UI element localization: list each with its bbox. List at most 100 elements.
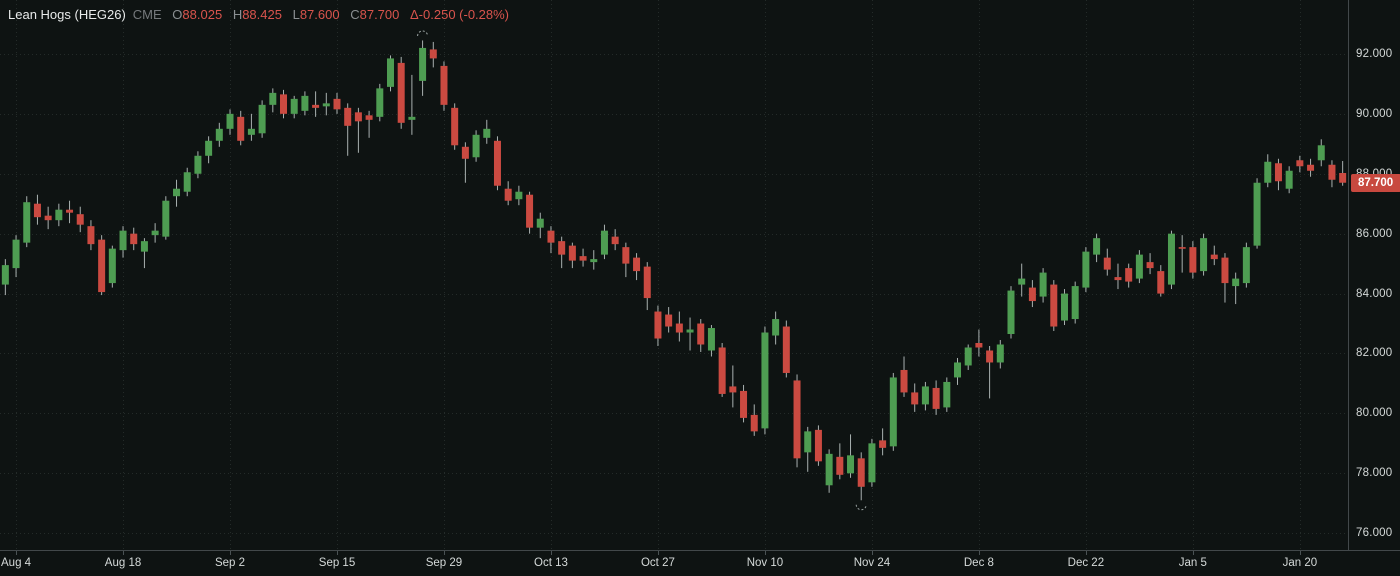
candle-body-down	[1178, 247, 1186, 249]
candle-body-down	[493, 140, 501, 186]
candle-body-down	[986, 350, 994, 363]
time-axis-label: Jan 5	[1178, 557, 1207, 569]
candle-body-up	[1, 265, 9, 285]
high-label: H	[232, 7, 243, 22]
candle-body-down	[633, 257, 641, 272]
time-axis[interactable]: Aug 4 Aug 18 Sep 2 Sep 15 Sep 29 Oct 13 Oct 27…	[0, 550, 1400, 576]
candle-body-up	[215, 128, 223, 141]
candle-body-down	[504, 188, 512, 201]
time-axis-tick	[765, 551, 766, 555]
price-axis-label: 84.000	[1356, 287, 1393, 300]
candle-body-up	[964, 347, 972, 366]
time-axis-label: Sep 15	[318, 557, 356, 569]
candle-body-down	[1146, 262, 1154, 269]
candle-body-down	[44, 215, 52, 221]
candle-body-up	[954, 362, 962, 378]
open-value: 88.025	[182, 7, 223, 22]
candle-body-down	[675, 323, 683, 333]
candle-body-up	[140, 241, 148, 252]
time-axis-tick	[1300, 551, 1301, 555]
candle-body-up	[1285, 170, 1293, 189]
candle-body-up	[162, 200, 170, 237]
time-axis-label: Jan 20	[1282, 557, 1318, 569]
candle-body-down	[611, 236, 619, 245]
price-axis-label: 80.000	[1356, 407, 1393, 420]
time-axis-tick	[337, 551, 338, 555]
candle-body-up	[847, 455, 855, 474]
candle-body-down	[312, 104, 320, 108]
symbol-header[interactable]: Lean Hogs (HEG26) CME O88.025 H88.425 L87…	[8, 7, 509, 23]
candle-body-down	[782, 326, 790, 373]
time-axis-label: Oct 13	[534, 557, 568, 569]
candle-body-down	[1328, 164, 1336, 180]
candle-body-down	[1114, 277, 1122, 281]
candle-body-down	[1210, 254, 1218, 260]
candle-body-down	[643, 266, 651, 299]
time-axis-label: Sep 29	[425, 557, 463, 569]
time-axis-label: Nov 24	[853, 557, 891, 569]
candle-body-up	[226, 113, 234, 129]
candle-body-down	[33, 203, 41, 218]
time-axis-label: Dec 22	[1067, 557, 1105, 569]
candle-body-up	[889, 377, 897, 447]
candle-body-up	[1242, 247, 1250, 284]
candlestick-chart[interactable]	[0, 0, 1348, 550]
candle-body-down	[76, 214, 84, 225]
candle-body-down	[654, 311, 662, 339]
chart-canvas[interactable]	[0, 0, 1348, 550]
candle-body-down	[568, 245, 576, 261]
candle-body-up	[247, 128, 255, 135]
candle-body-down	[440, 65, 448, 105]
candle-body-down	[1221, 257, 1229, 284]
close-label: C	[350, 7, 360, 22]
time-axis-label: Sep 2	[214, 557, 246, 569]
candle-body-up	[707, 328, 715, 351]
candle-body-down	[130, 233, 138, 245]
high-marker-arc	[417, 30, 429, 37]
candle-body-down	[87, 226, 95, 245]
candle-body-up	[108, 248, 116, 284]
candle-body-down	[665, 314, 673, 327]
time-axis-label: Oct 27	[640, 557, 675, 569]
candle-body-up	[151, 230, 159, 236]
candle-body-up	[183, 172, 191, 192]
candle-body-down	[98, 239, 106, 293]
candle-body-down	[66, 209, 74, 213]
candle-body-up	[55, 209, 63, 221]
candle-body-up	[173, 188, 181, 197]
low-label: L	[292, 7, 300, 22]
candle-body-up	[590, 259, 598, 263]
price-axis-label: 82.000	[1356, 347, 1393, 360]
candle-body-up	[194, 155, 202, 174]
change-value: Δ-0.250 (-0.28%)	[410, 7, 510, 22]
price-axis[interactable]: 92.00090.00088.00086.00084.00082.00080.0…	[1348, 0, 1400, 550]
candle-body-down	[814, 429, 822, 462]
candle-body-up	[1082, 251, 1090, 288]
low-value: 87.600	[299, 7, 340, 22]
candle-body-up	[258, 104, 266, 134]
candle-body-up	[772, 319, 780, 336]
candle-body-up	[1317, 145, 1325, 161]
candle-body-down	[729, 386, 737, 393]
price-axis-label: 92.000	[1356, 47, 1393, 60]
candle-body-up	[269, 92, 277, 105]
candle-body-down	[1274, 163, 1282, 182]
candle-body-down	[1339, 172, 1347, 183]
candle-body-up	[1018, 278, 1026, 285]
close-value: 87.700	[359, 7, 400, 22]
candle-body-down	[836, 456, 844, 475]
time-axis-tick	[1193, 551, 1194, 555]
candle-body-up	[1135, 254, 1143, 279]
candle-body-down	[526, 194, 534, 228]
candle-body-down	[975, 343, 983, 348]
candle-body-up	[868, 443, 876, 483]
symbol-name[interactable]: Lean Hogs (HEG26)	[8, 7, 126, 22]
candle-body-down	[344, 107, 352, 126]
candle-body-up	[483, 128, 491, 138]
candle-body-down	[1157, 271, 1165, 294]
candle-body-up	[472, 134, 480, 158]
candle-body-up	[408, 116, 416, 120]
last-price-badge: 87.700	[1351, 173, 1400, 192]
candle-body-down	[1103, 257, 1111, 270]
candle-body-up	[1264, 161, 1272, 183]
